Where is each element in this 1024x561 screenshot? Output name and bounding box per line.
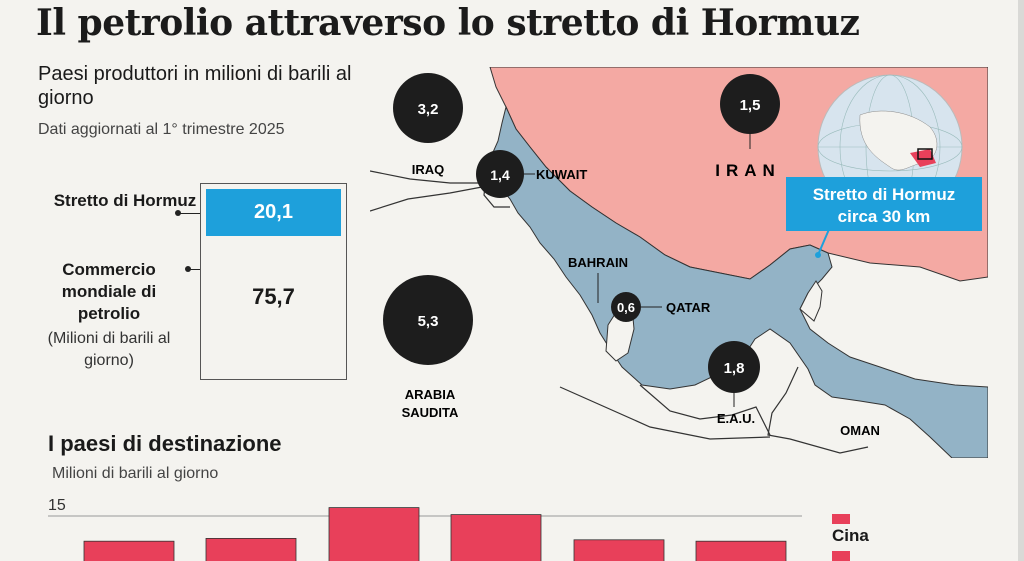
bar-3 xyxy=(328,507,420,561)
bar-1 xyxy=(83,540,175,561)
iran-label: IRAN xyxy=(715,161,781,180)
saudi-value: 5,3 xyxy=(418,313,439,330)
qatar-value: 0,6 xyxy=(617,300,635,315)
page-edge xyxy=(1018,0,1024,561)
callout-line1: Stretto di Hormuz xyxy=(813,185,956,204)
gulf-map: Stretto di Hormuz circa 30 km 3,2 IRAQ 1… xyxy=(370,67,988,458)
bar-2 xyxy=(205,538,297,561)
bubble-kuwait: 1,4 xyxy=(476,150,524,198)
world-trade-note: (Milioni di barili al giorno) xyxy=(47,330,171,369)
comparison-box: 20,1 75,7 xyxy=(200,183,347,380)
ytick-15: 15 xyxy=(48,497,66,514)
callout-line xyxy=(817,226,831,256)
uae-saudi-border xyxy=(639,384,771,436)
destination-title: I paesi di destinazione xyxy=(48,431,282,456)
bar-6 xyxy=(695,540,787,561)
hormuz-value: 20,1 xyxy=(206,189,341,236)
gulf-water xyxy=(487,105,988,458)
production-note: Dati aggiornati al 1° trimestre 2025 xyxy=(38,121,285,138)
saudi-south-border xyxy=(559,386,771,440)
kuwait-value: 1,4 xyxy=(490,167,510,183)
hormuz-label: Stretto di Hormuz xyxy=(53,191,197,210)
iraq-label: IRAQ xyxy=(412,162,445,177)
bubble-qatar: 0,6 xyxy=(611,292,641,322)
bar-5 xyxy=(573,539,665,561)
oman-label: OMAN xyxy=(840,423,880,438)
iraq-saudi-border xyxy=(370,186,483,212)
musandam-land xyxy=(799,280,823,322)
destination-unit: Milioni di barili al giorno xyxy=(52,465,219,482)
iraq-value: 3,2 xyxy=(418,101,439,118)
world-connector xyxy=(185,266,200,272)
bars-group xyxy=(83,507,787,561)
uae-value: 1,8 xyxy=(724,360,745,377)
world-value: 75,7 xyxy=(252,284,295,309)
callout-line2: circa 30 km xyxy=(838,207,931,226)
saudi-label-1: ARABIA xyxy=(405,387,456,402)
destination-bar-chart: 15 xyxy=(48,497,802,561)
qatar-label: QATAR xyxy=(666,300,711,315)
legend-label-cina: Cina xyxy=(832,526,869,545)
page-title: Il petrolio attraverso lo stretto di Hor… xyxy=(36,2,860,44)
legend-swatch-cina xyxy=(832,514,850,524)
hormuz-callout xyxy=(786,177,982,231)
production-title: Paesi produttori in milioni di barili al… xyxy=(38,63,352,109)
oman-border xyxy=(767,366,869,454)
saudi-label-2: SAUDITA xyxy=(402,405,459,420)
bubble-uae: 1,8 xyxy=(708,341,760,393)
hormuz-connector xyxy=(175,210,200,216)
bar-4 xyxy=(450,514,542,561)
kuwait-label: KUWAIT xyxy=(536,167,587,182)
legend-swatch-2 xyxy=(832,551,850,561)
uae-label: E.A.U. xyxy=(717,411,755,426)
bubble-saudi: 5,3 xyxy=(383,275,473,365)
globe-highlight xyxy=(917,148,933,160)
bubble-iran: 1,5 xyxy=(720,74,780,134)
world-trade-label: Commercio mondiale di petrolio xyxy=(61,260,157,323)
bubble-iraq: 3,2 xyxy=(393,73,463,143)
iran-value: 1,5 xyxy=(740,97,761,114)
bahrain-label: BAHRAIN xyxy=(568,255,628,270)
